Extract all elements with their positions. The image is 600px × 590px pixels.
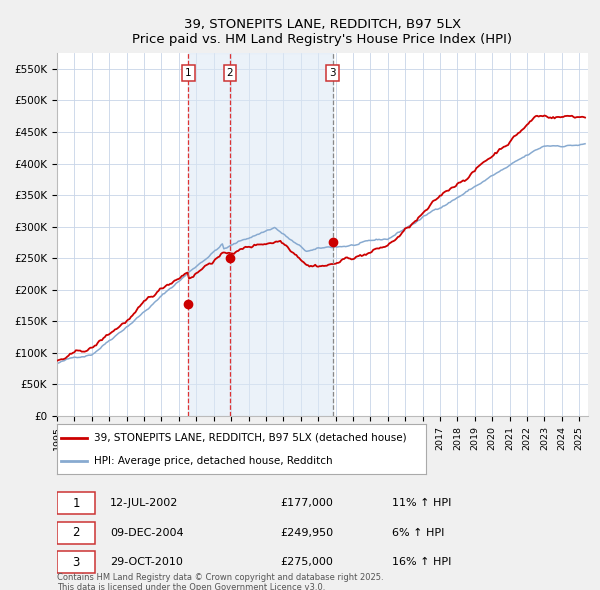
Text: £177,000: £177,000 <box>280 499 333 508</box>
FancyBboxPatch shape <box>57 522 95 543</box>
Text: 39, STONEPITS LANE, REDDITCH, B97 5LX (detached house): 39, STONEPITS LANE, REDDITCH, B97 5LX (d… <box>94 432 407 442</box>
Bar <box>230 53 332 416</box>
Title: 39, STONEPITS LANE, REDDITCH, B97 5LX
Price paid vs. HM Land Registry's House Pr: 39, STONEPITS LANE, REDDITCH, B97 5LX Pr… <box>133 18 512 47</box>
Text: 2: 2 <box>73 526 80 539</box>
FancyBboxPatch shape <box>57 493 95 514</box>
Text: 1: 1 <box>185 68 191 78</box>
Text: 09-DEC-2004: 09-DEC-2004 <box>110 528 184 537</box>
Text: 16% ↑ HPI: 16% ↑ HPI <box>392 558 451 567</box>
Text: 3: 3 <box>329 68 336 78</box>
Text: HPI: Average price, detached house, Redditch: HPI: Average price, detached house, Redd… <box>94 456 332 466</box>
Text: £275,000: £275,000 <box>280 558 333 567</box>
Text: £249,950: £249,950 <box>280 528 333 537</box>
Text: 2: 2 <box>227 68 233 78</box>
Text: 12-JUL-2002: 12-JUL-2002 <box>110 499 178 508</box>
Text: 6% ↑ HPI: 6% ↑ HPI <box>392 528 444 537</box>
Text: 11% ↑ HPI: 11% ↑ HPI <box>392 499 451 508</box>
Bar <box>188 53 230 416</box>
FancyBboxPatch shape <box>57 552 95 573</box>
Text: 3: 3 <box>73 556 80 569</box>
Text: 29-OCT-2010: 29-OCT-2010 <box>110 558 183 567</box>
Text: Contains HM Land Registry data © Crown copyright and database right 2025.
This d: Contains HM Land Registry data © Crown c… <box>57 573 383 590</box>
Text: 1: 1 <box>73 497 80 510</box>
